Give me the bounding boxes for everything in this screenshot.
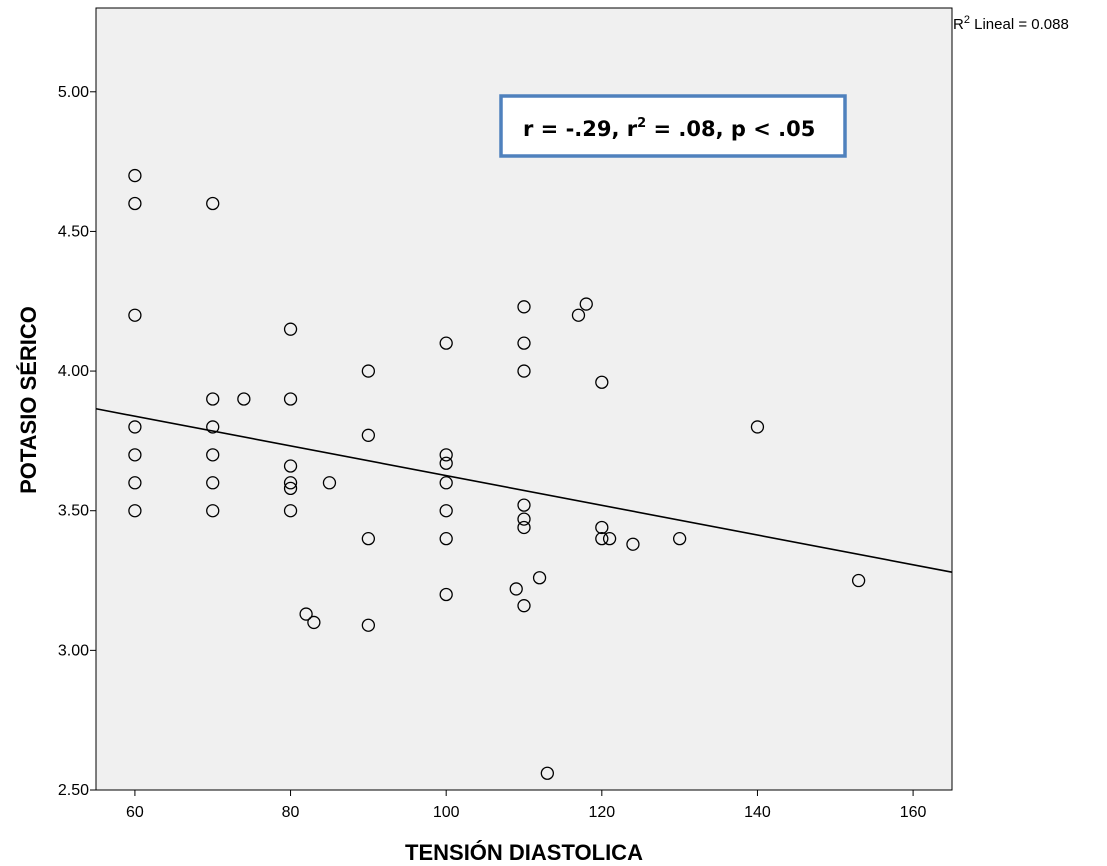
y-tick-label: 3.00: [58, 642, 89, 659]
data-point: [532, 571, 547, 585]
data-point: [672, 531, 687, 546]
data-point: [299, 607, 313, 621]
y-tick-label: 3.50: [58, 503, 89, 520]
data-point: [439, 531, 453, 546]
x-tick-label: 120: [588, 804, 615, 821]
data-point: [595, 520, 609, 535]
x-axis-title: TENSIÓN DIASTOLICA: [405, 840, 643, 865]
data-point: [439, 448, 453, 462]
r2-fit-label: R2 Lineal = 0.088: [953, 14, 1069, 33]
data-point: [283, 459, 298, 473]
data-point: [128, 196, 142, 211]
data-point: [540, 766, 554, 780]
data-point: [439, 476, 453, 490]
data-point: [602, 531, 617, 546]
data-point: [128, 308, 142, 322]
data-point: [579, 297, 593, 311]
data-points: [128, 168, 866, 780]
data-point: [851, 573, 866, 588]
data-point: [128, 504, 142, 518]
y-tick-label: 5.00: [58, 84, 89, 101]
data-point: [322, 476, 337, 490]
data-point: [128, 448, 142, 462]
x-tick-label: 160: [900, 804, 927, 821]
data-point: [283, 481, 298, 496]
data-point: [206, 420, 220, 434]
y-tick-label: 2.50: [58, 782, 89, 799]
data-point: [571, 308, 586, 322]
x-axis: 60 80 100 120 140 160: [126, 790, 927, 821]
data-point: [206, 392, 220, 406]
x-tick-label: 80: [282, 804, 300, 821]
x-tick-label: 60: [126, 804, 144, 821]
data-point: [595, 531, 609, 546]
data-point: [206, 448, 220, 462]
data-point: [439, 587, 453, 602]
stats-box-border: [499, 94, 847, 158]
data-point: [517, 364, 531, 378]
data-point: [128, 420, 142, 434]
stats-box: r = -.29, r2 = .08, p < .05: [499, 94, 847, 158]
x-tick-label: 100: [433, 804, 460, 821]
data-point: [206, 196, 220, 211]
data-point: [206, 476, 220, 490]
data-point: [517, 300, 531, 314]
data-point: [361, 364, 376, 378]
data-point: [750, 420, 765, 434]
y-tick-label: 4.50: [58, 223, 89, 240]
x-tick-label: 140: [744, 804, 771, 821]
data-point: [517, 599, 531, 613]
data-point: [361, 531, 376, 546]
data-point: [361, 618, 376, 632]
data-point: [283, 392, 298, 406]
y-axis-title: POTASIO SÉRICO: [16, 306, 41, 494]
y-axis: 2.50 3.00 3.50 4.00 4.50 5.00: [58, 84, 96, 799]
data-point: [307, 615, 321, 630]
data-point: [439, 336, 453, 350]
data-point: [439, 504, 453, 518]
data-point: [517, 336, 531, 350]
data-point: [283, 322, 298, 336]
data-point: [283, 476, 298, 490]
y-tick-label: 4.00: [58, 363, 89, 380]
stats-text: r = -.29, r2 = .08, p < .05: [523, 116, 815, 141]
data-point: [237, 392, 251, 406]
data-point: [517, 498, 531, 512]
data-point: [509, 582, 523, 596]
data-point: [283, 504, 298, 518]
data-point: [128, 168, 142, 183]
data-point: [626, 537, 640, 551]
data-point: [517, 520, 531, 535]
data-point: [361, 428, 376, 442]
regression-line: [95, 407, 953, 573]
data-point: [128, 476, 142, 490]
data-point: [439, 456, 453, 470]
data-point: [595, 375, 609, 389]
data-point: [206, 504, 220, 518]
data-point: [517, 512, 531, 526]
